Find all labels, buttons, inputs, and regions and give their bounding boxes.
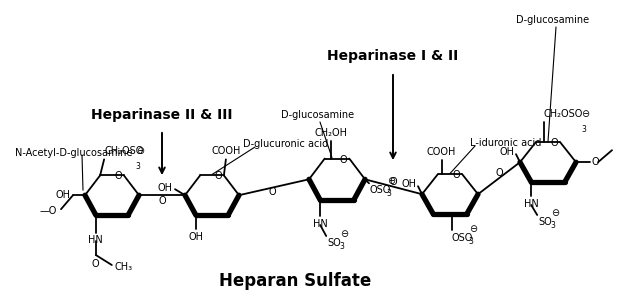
Text: O: O: [452, 170, 460, 180]
Text: OH: OH: [158, 183, 173, 193]
Text: HN: HN: [313, 219, 328, 229]
Text: O: O: [592, 157, 600, 167]
Text: ⊖: ⊖: [340, 229, 348, 239]
Text: ⊖: ⊖: [551, 208, 559, 218]
Text: O: O: [158, 196, 166, 206]
Text: 3: 3: [387, 189, 392, 198]
Text: O: O: [339, 155, 347, 165]
Text: CH₂OH: CH₂OH: [314, 128, 347, 138]
Text: OH: OH: [56, 190, 71, 200]
Text: 3: 3: [581, 125, 586, 134]
Text: N-Acetyl-D-glucosamine: N-Acetyl-D-glucosamine: [15, 148, 132, 158]
Text: Heparan Sulfate: Heparan Sulfate: [219, 272, 371, 290]
Text: HN: HN: [88, 235, 103, 245]
Text: O: O: [114, 171, 122, 181]
Text: D-glucosamine: D-glucosamine: [516, 15, 589, 25]
Text: SO: SO: [327, 238, 341, 248]
Text: ⊖: ⊖: [582, 110, 589, 119]
Text: L-iduronic acid: L-iduronic acid: [470, 138, 541, 148]
Text: O: O: [268, 187, 276, 197]
Text: Heparinase I & II: Heparinase I & II: [328, 49, 459, 63]
Text: OH: OH: [499, 147, 514, 157]
Text: ⊖: ⊖: [136, 146, 144, 156]
Text: ⊖: ⊖: [469, 224, 477, 234]
Text: SO: SO: [538, 217, 552, 227]
Text: O: O: [495, 168, 503, 178]
Text: CH₂OSO: CH₂OSO: [104, 146, 143, 156]
Text: O: O: [390, 177, 397, 187]
Text: 3: 3: [551, 221, 556, 230]
Text: COOH: COOH: [427, 147, 456, 157]
Text: HN: HN: [524, 199, 539, 209]
Text: 3: 3: [136, 162, 141, 171]
Text: D-glucosamine: D-glucosamine: [282, 110, 355, 120]
Text: OH: OH: [401, 179, 416, 189]
Text: O: O: [550, 138, 558, 148]
Text: OH: OH: [188, 232, 204, 242]
Text: OSO: OSO: [452, 233, 474, 243]
Text: COOH: COOH: [211, 146, 241, 156]
Text: —O: —O: [40, 206, 57, 216]
Text: O: O: [92, 259, 100, 269]
Text: CH₃: CH₃: [115, 262, 133, 272]
Text: ⊖: ⊖: [387, 176, 395, 186]
Text: CH₂OSO: CH₂OSO: [543, 110, 583, 119]
Text: D-glucuronic acid: D-glucuronic acid: [243, 139, 328, 149]
Text: Heparinase II & III: Heparinase II & III: [92, 108, 233, 122]
Text: OSO: OSO: [370, 185, 392, 195]
Text: 3: 3: [468, 237, 474, 246]
Text: O: O: [214, 171, 222, 181]
Text: 3: 3: [340, 242, 344, 251]
